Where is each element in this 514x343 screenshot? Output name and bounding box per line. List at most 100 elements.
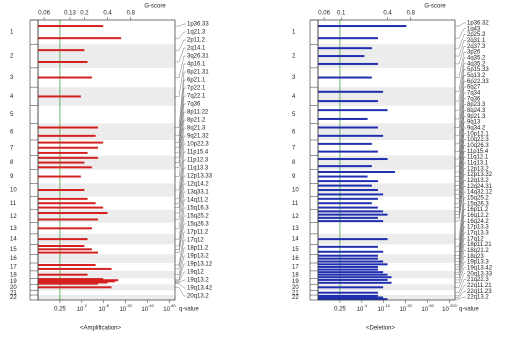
q-tick-label: 10-2 [77, 303, 88, 313]
leader-line [175, 95, 186, 148]
leader-line [175, 231, 186, 266]
chromosome-label: 21 [292, 290, 299, 296]
bar [318, 213, 388, 216]
bar [38, 267, 112, 270]
leader-line [175, 271, 186, 282]
chromosome-label: 20 [10, 285, 17, 291]
peak-label: 15q26.3 [467, 201, 489, 207]
bar [38, 202, 96, 205]
bar [318, 298, 388, 301]
peak-label: 1q43 [467, 26, 481, 32]
q-tick-base: 10 [99, 307, 106, 313]
bar [318, 238, 388, 241]
leader-line [175, 287, 186, 297]
leader-line [175, 143, 186, 191]
leader-line [455, 81, 466, 128]
leader-line [175, 239, 186, 270]
peak-label: 19q12 [187, 270, 204, 276]
leader-line [455, 261, 466, 281]
leader-line [455, 34, 466, 49]
chromosome-bracket [309, 19, 319, 301]
peak-label: 11q12.1 [467, 155, 489, 161]
chromosome-label: 5 [292, 112, 296, 118]
q-tick-base: 10 [421, 307, 428, 313]
chromosome-label: 18 [10, 272, 17, 278]
leader-line [455, 197, 466, 248]
chromosome-band [318, 284, 455, 291]
bar [318, 55, 365, 58]
peak-label: 8p11.22 [187, 110, 209, 116]
q-tick-exponent: -10 [384, 303, 391, 308]
leader-line [455, 273, 466, 288]
q-tick-base: 10 [141, 307, 148, 313]
chromosome-label: 15 [10, 247, 17, 253]
bar [318, 271, 384, 274]
peak-label: 6p21.31 [187, 70, 209, 76]
peak-label: 10q22.3 [467, 137, 489, 143]
peak-label: 8p23.3 [467, 102, 486, 108]
peak-label: 4q35.2 [467, 55, 486, 61]
bar [38, 281, 108, 284]
peak-label: 3q26.31 [187, 54, 209, 60]
bar [38, 95, 81, 98]
leader-line [455, 168, 466, 212]
leader-line [455, 285, 466, 297]
chromosome-label: 16 [292, 256, 299, 262]
chromosome-label: 11 [10, 201, 17, 207]
bar [38, 227, 92, 230]
bar [318, 263, 388, 266]
chromosome-label: 3 [292, 75, 296, 81]
chromosome-label: 4 [10, 94, 14, 100]
q-tick-label: 0.25 [334, 307, 346, 313]
leader-line [455, 104, 466, 160]
leader-line [455, 238, 466, 270]
bar [38, 263, 96, 266]
chromosome-label: 18 [292, 272, 299, 278]
peak-label: 11q13.1 [467, 160, 489, 166]
q-tick-label: 10-50 [421, 303, 434, 313]
chromosome-band [318, 254, 455, 264]
chromosome-label: 14 [10, 237, 17, 243]
peak-label: 16q12.2 [467, 213, 489, 219]
peak-label: 8p21.2 [187, 118, 206, 124]
leader-line [455, 296, 466, 300]
peak-label: 11p12.3 [187, 158, 209, 164]
chromosome-label: 15 [292, 247, 299, 253]
peak-label: 18q21.2 [467, 248, 489, 254]
peak-label: 11p15.4 [467, 149, 489, 155]
bar [38, 175, 81, 178]
bar [318, 150, 378, 153]
leader-line [455, 121, 466, 177]
bar [318, 286, 384, 289]
leader-line [175, 159, 186, 204]
q-tick-exponent: -50 [428, 303, 435, 308]
chromosome-band [318, 155, 455, 170]
leader-line [455, 209, 466, 256]
bar [318, 206, 378, 209]
bar [318, 170, 396, 173]
peak-label: 12p13.32 [467, 172, 493, 178]
peak-label: 18q23 [467, 254, 484, 260]
leader-line [175, 191, 186, 229]
leader-line [455, 145, 466, 195]
peak-label: 19q13.42 [467, 265, 493, 271]
leader-line [455, 98, 466, 152]
leader-line [175, 31, 186, 39]
chromosome-band [38, 183, 175, 197]
bar [38, 161, 85, 164]
chromosome-label: 10 [10, 188, 17, 194]
leader-line [455, 116, 466, 173]
leader-line [455, 40, 466, 57]
leader-line [455, 215, 466, 259]
peak-label: 15q16.3 [187, 206, 209, 212]
leader-line [455, 57, 466, 93]
leader-line [455, 226, 466, 265]
leader-line [455, 279, 466, 293]
bar [38, 151, 88, 154]
bar [318, 210, 384, 213]
bar [38, 248, 92, 251]
x-tick-label: 0.4 [103, 11, 112, 17]
peak-label: 6q27 [467, 85, 481, 91]
chromosome-label: 1 [10, 30, 14, 36]
leader-line [455, 180, 466, 219]
